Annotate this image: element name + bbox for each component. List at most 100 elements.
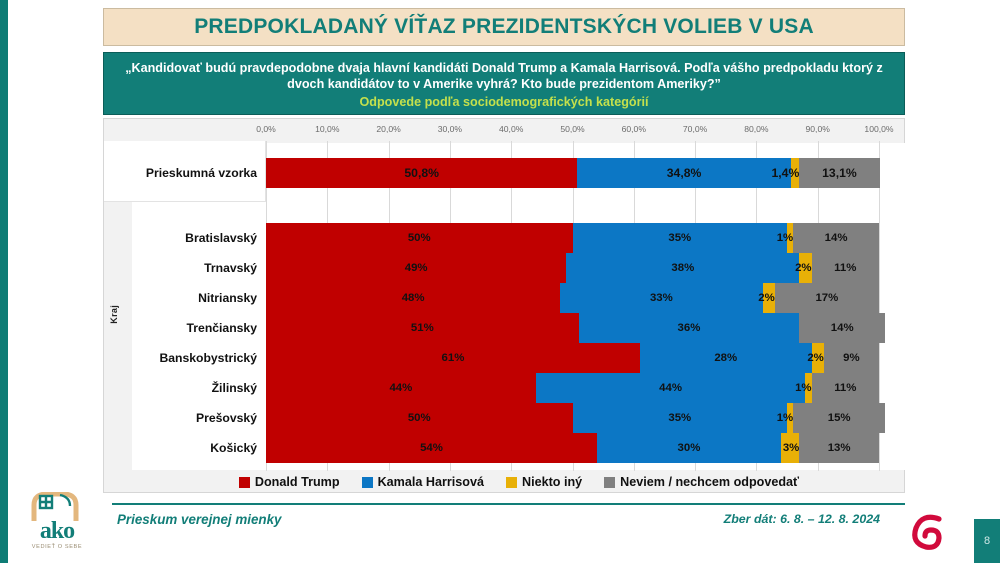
bar-segment-label: 2% <box>758 292 775 304</box>
bar-segment-label: 50% <box>407 232 431 244</box>
bar-segment[interactable]: 17% <box>774 283 879 313</box>
stacked-bar[interactable]: 61% 28% 2% 9% <box>266 343 879 373</box>
bar-segment[interactable]: 49% <box>266 253 567 283</box>
head-icon <box>31 492 79 521</box>
bar-segment-label: 2% <box>795 262 812 274</box>
x-axis-tick: 60,0% <box>621 124 646 134</box>
bar-segment-label: 61% <box>441 352 465 364</box>
legend-swatch <box>505 476 517 488</box>
bar-segment-label: 11% <box>834 262 857 274</box>
stacked-bar[interactable]: 50,8% 34,8% 1,4% 13,1% <box>266 158 880 188</box>
bar-segment[interactable]: 1% <box>795 373 812 403</box>
bar-segment[interactable]: 11% <box>811 373 879 403</box>
x-axis-tick: 40,0% <box>499 124 524 134</box>
bar-segment-label: 44% <box>659 382 682 394</box>
bar-segment[interactable]: 36% <box>578 313 800 343</box>
chart-panel: Kraj 0,0% 10,0% 20,0% 30,0% 40,0% 50,0% 60,0% 7… <box>103 118 906 493</box>
bar-segment[interactable]: 54% <box>266 433 598 463</box>
chart-row: Bratislavský 50% 35% 1% 14% <box>104 223 906 253</box>
stacked-bar[interactable]: 50% 35% 1% 15% <box>266 403 886 433</box>
chart-legend: Donald Trump Kamala Harrisová Niekto iný Ne… <box>132 471 906 493</box>
stacked-bar[interactable]: 50% 35% 1% 14% <box>266 223 879 253</box>
question-banner: „Kandidovať budú pravdepodobne dvaja hla… <box>103 52 905 115</box>
chart-row: Banskobystrický 61% 28% 2% 9% <box>104 343 906 373</box>
bar-segment-label: 34,8% <box>666 166 702 180</box>
bar-segment-label: 30% <box>677 442 701 454</box>
row-label: Žilinský <box>211 381 257 395</box>
bar-segment-label: 1% <box>776 412 794 424</box>
ako-logo: ako VEDIEŤ O SEBE <box>14 492 100 558</box>
x-axis-tick: 70,0% <box>682 124 708 134</box>
bar-segment[interactable]: 50% <box>266 403 573 433</box>
legend-item[interactable]: Niekto iný <box>505 475 583 489</box>
bar-segment-label: 54% <box>420 442 443 454</box>
question-subtitle: Odpovede podľa sociodemografických kateg… <box>359 95 649 109</box>
stacked-bar[interactable]: 51% 36% 14% <box>266 313 886 343</box>
bar-segment[interactable]: 61% <box>266 343 640 373</box>
bar-segment[interactable]: 51% <box>266 313 579 343</box>
legend-item[interactable]: Donald Trump <box>238 475 340 489</box>
bar-segment-label: 15% <box>827 412 851 424</box>
chart-row: Trnavský 49% 38% 2% 11% <box>104 253 906 283</box>
stacked-bar[interactable]: 44% 44% 1% 11% <box>266 373 879 403</box>
bar-segment-label: 13,1% <box>822 166 857 180</box>
stacked-bar[interactable]: 54% 30% 3% 13% <box>266 433 879 463</box>
bar-segment[interactable]: 1% <box>777 403 794 433</box>
bar-segment[interactable]: 14% <box>793 223 879 253</box>
bar-segment[interactable]: 44% <box>266 373 536 403</box>
x-axis-tick: 90,0% <box>805 124 830 134</box>
question-text: „Kandidovať budú pravdepodobne dvaja hla… <box>125 61 883 91</box>
chart-rows: Prieskumná vzorka 50,8% 34,8% 1,4% 13,1% Brat… <box>104 141 906 471</box>
sample-row-card <box>104 141 266 202</box>
stacked-bar[interactable]: 48% 33% 2% 17% <box>266 283 879 313</box>
stacked-bar[interactable]: 49% 38% 2% 11% <box>266 253 879 283</box>
footer-divider <box>112 503 905 505</box>
bar-segment[interactable]: 14% <box>799 313 886 343</box>
bar-segment[interactable]: 9% <box>823 343 879 373</box>
spiral-logo-icon <box>912 514 942 550</box>
bar-segment[interactable]: 50,8% <box>266 158 578 188</box>
bar-segment[interactable]: 1% <box>777 223 794 253</box>
bar-segment[interactable]: 38% <box>566 253 800 283</box>
bar-segment[interactable]: 1,4% <box>772 158 800 188</box>
bar-segment-label: 48% <box>401 292 425 304</box>
bar-segment-label: 2% <box>807 352 824 364</box>
row-label: Banskobystrický <box>159 351 257 365</box>
bar-segment[interactable]: 3% <box>780 433 800 463</box>
chart-row: Košický 54% 30% 3% 13% <box>104 433 906 463</box>
chart-row: Žilinský 44% 44% 1% 11% <box>104 373 906 403</box>
bar-segment[interactable]: 13,1% <box>799 158 880 188</box>
bar-segment-label: 44% <box>389 382 413 394</box>
bar-segment[interactable]: 35% <box>572 223 788 253</box>
bar-segment[interactable]: 34,8% <box>577 158 791 188</box>
row-label: Košický <box>210 441 257 455</box>
legend-label: Niekto iný <box>521 475 583 489</box>
bar-segment[interactable]: 2% <box>795 253 812 283</box>
logo-tagline: VEDIEŤ O SEBE <box>31 544 83 550</box>
legend-item[interactable]: Kamala Harrisová <box>361 475 484 489</box>
footer-note: Prieskum verejnej mienky <box>117 512 282 527</box>
bar-segment[interactable]: 28% <box>639 343 812 373</box>
bar-segment[interactable]: 2% <box>758 283 775 313</box>
bar-segment[interactable]: 35% <box>572 403 788 433</box>
bar-segment[interactable]: 33% <box>560 283 763 313</box>
bar-segment-label: 35% <box>668 232 692 244</box>
bar-segment-label: 1% <box>795 382 812 394</box>
footer-date: Zber dát: 6. 8. – 12. 8. 2024 <box>723 512 880 526</box>
bar-segment[interactable]: 11% <box>811 253 879 283</box>
bar-segment-label: 35% <box>668 412 692 424</box>
bar-segment-label: 9% <box>843 352 860 364</box>
page-title: PREDPOKLADANÝ VÍŤAZ PREZIDENTSKÝCH VOLIE… <box>194 15 814 38</box>
bar-segment[interactable]: 44% <box>535 373 806 403</box>
bar-segment[interactable]: 2% <box>807 343 824 373</box>
bar-segment[interactable]: 30% <box>597 433 781 463</box>
row-label: Bratislavský <box>185 231 257 245</box>
legend-item[interactable]: Neviem / nechcem odpovedať <box>604 475 799 489</box>
bar-segment[interactable]: 48% <box>266 283 561 313</box>
x-axis-tick: 80,0% <box>744 124 769 134</box>
bar-segment[interactable]: 50% <box>266 223 573 253</box>
bar-segment[interactable]: 15% <box>793 403 886 433</box>
page-number-badge: 8 <box>974 519 1000 563</box>
bar-segment[interactable]: 13% <box>799 433 879 463</box>
